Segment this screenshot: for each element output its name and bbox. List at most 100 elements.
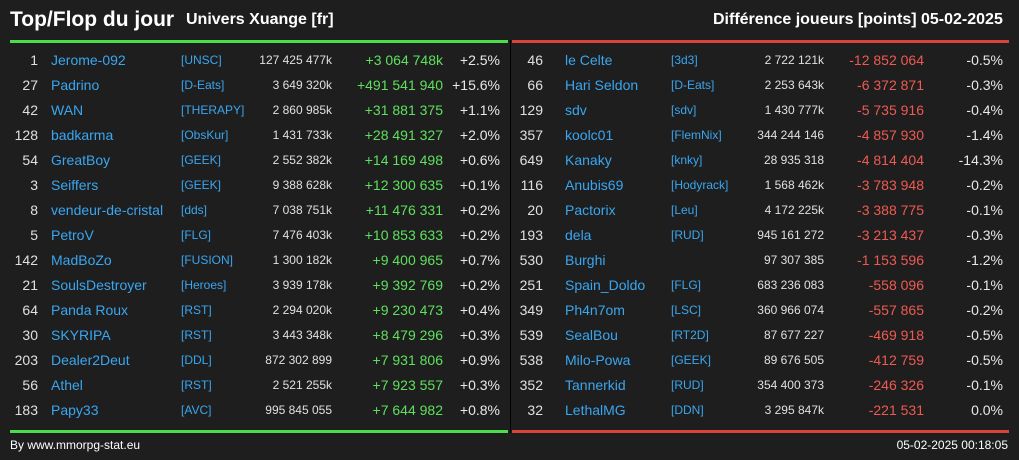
- percent-change: +0.2%: [459, 227, 500, 243]
- player-name-link[interactable]: Padrino: [51, 77, 100, 93]
- alliance-tag-link[interactable]: [dds]: [181, 203, 208, 217]
- player-name-link[interactable]: koolc01: [565, 127, 614, 143]
- percent-change: -0.1%: [966, 277, 1003, 293]
- flop-player-row: 46 le Celte [3d3] 2 722 121k -12 852 064 -0.5…: [512, 48, 1019, 73]
- top-player-row: 203 Dealer2Deut [DDL] 872 302 899 +7 931 806…: [0, 348, 510, 373]
- player-name-link[interactable]: sdv: [565, 102, 587, 118]
- player-name-link[interactable]: badkarma: [51, 127, 114, 143]
- alliance-tag-link[interactable]: [RST]: [181, 328, 212, 342]
- column-separator: [510, 40, 511, 433]
- player-name-link[interactable]: PetroV: [51, 227, 94, 243]
- alliance-tag-link[interactable]: [FlemNix]: [671, 128, 722, 142]
- percent-change: +0.3%: [459, 327, 500, 343]
- universe-label: Univers Xuange [fr]: [186, 11, 334, 28]
- flop-player-row: 349 Ph4n7om [LSC] 360 966 074 -557 865 -0.2%: [512, 298, 1019, 323]
- player-name-link[interactable]: Anubis69: [565, 177, 624, 193]
- alliance-tag-link[interactable]: [DDL]: [181, 353, 212, 367]
- alliance-tag-link[interactable]: [GEEK]: [181, 178, 222, 192]
- generation-timestamp: 05-02-2025 00:18:05: [896, 438, 1008, 452]
- flop-player-row: 357 koolc01 [FlemNix] 344 244 146 -4 857 930…: [512, 123, 1019, 148]
- player-points: 1 300 182k: [272, 253, 332, 267]
- player-name-link[interactable]: Milo-Powa: [565, 352, 631, 368]
- alliance-tag-link[interactable]: [AVC]: [181, 403, 212, 417]
- player-name-link[interactable]: Jerome-092: [51, 52, 126, 68]
- player-name-link[interactable]: SKYRIPA: [51, 327, 111, 343]
- alliance-tag-link[interactable]: [RST]: [181, 378, 212, 392]
- alliance-tag-link[interactable]: [GEEK]: [671, 353, 712, 367]
- player-name-link[interactable]: SealBou: [565, 327, 618, 343]
- player-name-link[interactable]: MadBoZo: [51, 252, 112, 268]
- alliance-tag-link[interactable]: [Leu]: [671, 203, 698, 217]
- player-name-link[interactable]: SoulsDestroyer: [51, 277, 147, 293]
- alliance-tag-link[interactable]: [THERAPY]: [181, 103, 245, 117]
- percent-change: +0.4%: [459, 302, 500, 318]
- player-name-link[interactable]: Papy33: [51, 402, 99, 418]
- player-name-link[interactable]: Dealer2Deut: [51, 352, 130, 368]
- player-rank: 64: [22, 302, 38, 318]
- alliance-tag-link[interactable]: [FLG]: [671, 278, 702, 292]
- flop-player-row: 539 SealBou [RT2D] 87 677 227 -469 918 -0.5%: [512, 323, 1019, 348]
- points-difference: +28 491 327: [364, 127, 443, 143]
- alliance-tag-link[interactable]: [RST]: [181, 303, 212, 317]
- player-name-link[interactable]: Burghi: [565, 252, 606, 268]
- alliance-tag-link[interactable]: [RUD]: [671, 378, 704, 392]
- alliance-tag-link[interactable]: [RT2D]: [671, 328, 709, 342]
- top-player-row: 54 GreatBoy [GEEK] 2 552 382k +14 169 498 +0.…: [0, 148, 510, 173]
- player-rank: 183: [14, 402, 38, 418]
- report-date: 05-02-2025: [921, 11, 1003, 28]
- points-difference: -558 096: [868, 277, 924, 293]
- player-name-link[interactable]: vendeur-de-cristal: [51, 202, 164, 218]
- top-player-row: 21 SoulsDestroyer [Heroes] 3 939 178k +9 392…: [0, 273, 510, 298]
- player-name-link[interactable]: Seiffers: [51, 177, 99, 193]
- player-points: 97 307 385: [763, 253, 824, 267]
- player-name-link[interactable]: WAN: [51, 102, 84, 118]
- alliance-tag-link[interactable]: [FUSION]: [181, 253, 234, 267]
- alliance-tag-link[interactable]: [Hodyrack]: [671, 178, 729, 192]
- player-name-link[interactable]: GreatBoy: [51, 152, 111, 168]
- player-name-link[interactable]: Tannerkid: [565, 377, 626, 393]
- points-difference: +12 300 635: [364, 177, 443, 193]
- alliance-tag-link[interactable]: [DDN]: [671, 403, 704, 417]
- top-player-row: 30 SKYRIPA [RST] 3 443 348k +8 479 296 +0.3%: [0, 323, 510, 348]
- player-name-link[interactable]: Spain_Doldo: [565, 277, 646, 293]
- alliance-tag-link[interactable]: [ObsKur]: [181, 128, 229, 142]
- top-player-row: 27 Padrino [D-Eats] 3 649 320k +491 541 940 +…: [0, 73, 510, 98]
- player-name-link[interactable]: Pactorix: [565, 202, 616, 218]
- player-name-link[interactable]: Kanaky: [565, 152, 612, 168]
- points-difference: -3 213 437: [857, 227, 924, 243]
- top-player-row: 5 PetroV [FLG] 7 476 403k +10 853 633 +0.2%: [0, 223, 510, 248]
- alliance-tag-link[interactable]: [D-Eats]: [181, 78, 225, 92]
- header-bar: Top/Flop du jour Univers Xuange [fr] Dif…: [0, 0, 1019, 40]
- flop-player-row: 193 dela [RUD] 945 161 272 -3 213 437 -0.3%: [512, 223, 1019, 248]
- player-rank: 66: [527, 77, 543, 93]
- alliance-tag-link[interactable]: [UNSC]: [181, 53, 222, 67]
- player-rank: 649: [519, 152, 543, 168]
- player-points: 2 552 382k: [272, 153, 332, 167]
- alliance-tag-link[interactable]: [LSC]: [671, 303, 702, 317]
- alliance-tag-link[interactable]: [Heroes]: [181, 278, 227, 292]
- points-difference: -469 918: [868, 327, 924, 343]
- player-rank: 530: [519, 252, 543, 268]
- player-name-link[interactable]: Ph4n7om: [565, 302, 625, 318]
- alliance-tag-link[interactable]: [D-Eats]: [671, 78, 715, 92]
- alliance-tag-link[interactable]: [FLG]: [181, 228, 212, 242]
- player-name-link[interactable]: Hari Seldon: [565, 77, 639, 93]
- player-points: 2 294 020k: [272, 303, 332, 317]
- player-points: 872 302 899: [265, 353, 332, 367]
- player-name-link[interactable]: Panda Roux: [51, 302, 129, 318]
- percent-change: -1.4%: [966, 127, 1003, 143]
- player-name-link[interactable]: Athel: [51, 377, 83, 393]
- player-rank: 30: [22, 327, 38, 343]
- player-name-link[interactable]: le Celte: [565, 52, 613, 68]
- points-difference: -4 857 930: [857, 127, 924, 143]
- alliance-tag-link[interactable]: [3d3]: [671, 53, 698, 67]
- points-difference: -221 531: [868, 402, 924, 418]
- percent-change: +0.2%: [459, 277, 500, 293]
- alliance-tag-link[interactable]: [RUD]: [671, 228, 704, 242]
- player-name-link[interactable]: LethalMG: [565, 402, 626, 418]
- points-difference: -6 372 871: [857, 77, 924, 93]
- player-name-link[interactable]: dela: [565, 227, 592, 243]
- alliance-tag-link[interactable]: [sdv]: [671, 103, 697, 117]
- alliance-tag-link[interactable]: [GEEK]: [181, 153, 222, 167]
- alliance-tag-link[interactable]: [knky]: [671, 153, 703, 167]
